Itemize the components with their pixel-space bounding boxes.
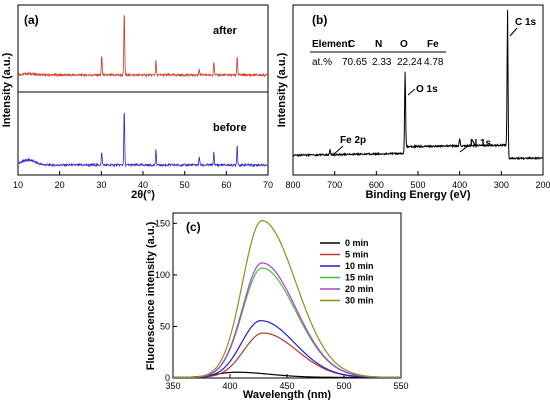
panel-c-x-tick-label: 500 bbox=[336, 381, 351, 391]
panel-a-x-tick-label: 50 bbox=[180, 180, 190, 190]
annotation-c1s: C 1s bbox=[515, 17, 537, 28]
panel-b-xlabel: Binding Energy (eV) bbox=[365, 189, 470, 201]
series-line-after bbox=[17, 14, 269, 78]
composition-table: Element C N O Fe at.% 70.65 2.33 22.24 4… bbox=[310, 39, 446, 68]
panel-b-x-tick-label: 400 bbox=[452, 180, 467, 190]
panel-b-label: (b) bbox=[312, 13, 327, 27]
panel-a-x-tick-label: 40 bbox=[138, 180, 148, 190]
panel-c-xlabel: Wavelength (nm) bbox=[243, 389, 332, 400]
panel-a-x-tick-label: 10 bbox=[13, 180, 23, 190]
panel-a-x-ticks: 10 20 30 40 50 60 70 bbox=[13, 171, 273, 190]
table-header-fe: Fe bbox=[427, 39, 439, 50]
legend-label-20-min: 20 min bbox=[345, 284, 374, 294]
table-value-c: 70.65 bbox=[342, 57, 367, 68]
legend-label-15-min: 15 min bbox=[345, 273, 374, 283]
panel-b-x-tick-label: 800 bbox=[285, 180, 300, 190]
panel-a-ylabel: Intensity (a.u.) bbox=[1, 52, 13, 127]
legend-label-10-min: 10 min bbox=[345, 261, 374, 271]
table-value-o: 22.24 bbox=[397, 57, 422, 68]
panel-c-x-tick-label: 450 bbox=[279, 381, 294, 391]
annotation-fe2p: Fe 2p bbox=[340, 135, 366, 146]
annotation-fe2p-arrow bbox=[333, 145, 344, 155]
panel-c-y-tick-label: 50 bbox=[160, 321, 170, 331]
annotation-n1s: N 1s bbox=[470, 138, 492, 149]
table-header-n: N bbox=[375, 39, 382, 50]
panel-a-x-tick-label: 70 bbox=[263, 180, 273, 190]
panel-a-label: (a) bbox=[24, 13, 39, 27]
panel-a-xlabel: 2θ(°) bbox=[131, 189, 155, 201]
panel-b-ylabel: Intensity (a.u.) bbox=[276, 52, 288, 127]
table-header-element: Element bbox=[312, 39, 352, 50]
panel-c-x-tick-label: 550 bbox=[393, 381, 408, 391]
table-header-o: O bbox=[400, 39, 408, 50]
panel-b: (b) Intensity (a.u.) Binding Energy (eV)… bbox=[276, 4, 550, 201]
annotation-c1s-arrow bbox=[509, 27, 518, 37]
series-label-after: after bbox=[213, 25, 238, 37]
panel-b-x-tick-label: 500 bbox=[410, 180, 425, 190]
legend-label-30-min: 30 min bbox=[345, 296, 374, 306]
panel-a-x-tick-label: 20 bbox=[55, 180, 65, 190]
table-value-n: 2.33 bbox=[372, 57, 392, 68]
panel-c-label: (c) bbox=[186, 220, 201, 234]
series-line-30-min bbox=[173, 220, 402, 378]
panel-b-x-tick-label: 700 bbox=[327, 180, 342, 190]
panel-a: (a) after before Intensity (a.u.) 2θ(°) … bbox=[1, 4, 273, 201]
panel-b-x-tick-label: 200 bbox=[535, 180, 550, 190]
table-header-c: C bbox=[348, 39, 355, 50]
panel-c-y-tick-label: 100 bbox=[155, 270, 170, 280]
table-row-label: at.% bbox=[312, 57, 332, 68]
panel-c-ylabel: Fluorescence intensity (a.u.) bbox=[145, 221, 157, 370]
series-line-5-min bbox=[173, 332, 401, 378]
panel-c-y-tick-label: 0 bbox=[165, 373, 170, 383]
annotation-n1s-arrow bbox=[459, 145, 469, 153]
series-label-before: before bbox=[213, 122, 247, 134]
panel-c-x-tick-label: 400 bbox=[222, 381, 237, 391]
panel-b-x-tick-label: 600 bbox=[369, 180, 384, 190]
panel-c-x-tick-label: 350 bbox=[165, 381, 180, 391]
table-value-fe: 4.78 bbox=[424, 57, 444, 68]
panel-a-x-tick-label: 30 bbox=[96, 180, 106, 190]
panel-b-x-tick-label: 300 bbox=[494, 180, 509, 190]
panel-b-x-ticks: 800 700 600 500 400 300 200 bbox=[285, 171, 550, 190]
panel-c-y-tick-label: 150 bbox=[155, 218, 170, 228]
panel-c: (c) Fluorescence intensity (a.u.) Wavele… bbox=[145, 212, 409, 400]
legend-label-5-min: 5 min bbox=[345, 250, 369, 260]
legend-label-0-min: 0 min bbox=[345, 238, 369, 248]
series-line-before bbox=[17, 112, 269, 168]
panel-a-x-tick-label: 60 bbox=[221, 180, 231, 190]
annotation-o1s-arrow bbox=[407, 88, 416, 96]
annotation-o1s: O 1s bbox=[416, 84, 438, 95]
panel-c-series bbox=[173, 220, 402, 378]
series-line-10-min bbox=[173, 320, 401, 378]
panel-c-ticks: 350 400 450 500 550 0 50 100 150 bbox=[155, 218, 409, 391]
